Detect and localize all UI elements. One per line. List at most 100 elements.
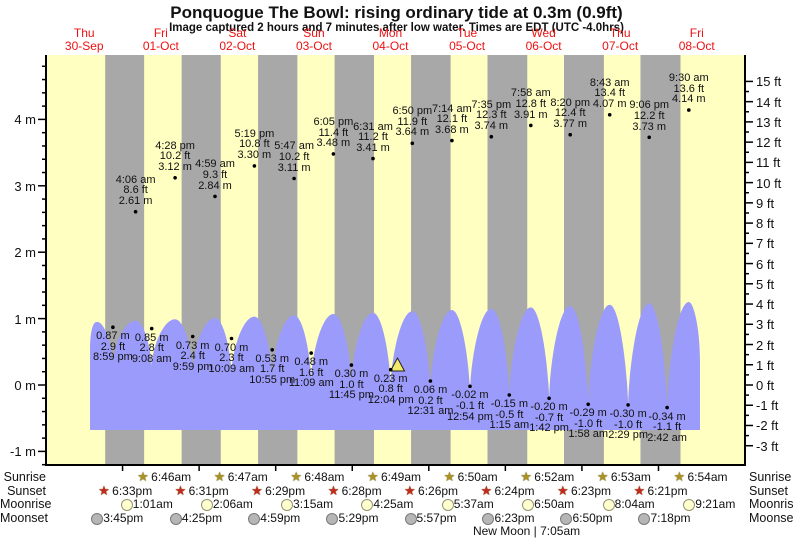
- tide-event-dot: [111, 325, 115, 330]
- sunset-time: 6:33pm: [112, 484, 153, 498]
- tide-event-dot: [213, 194, 217, 199]
- sunrise-star-icon: ★: [596, 469, 609, 484]
- high-tide-m: 2.61 m: [118, 194, 153, 207]
- sunrise-star-icon: ★: [290, 469, 303, 484]
- high-tide-time: 8:43 am: [589, 76, 630, 89]
- sunrise-star-icon: ★: [443, 469, 456, 484]
- high-tide-ft: 11.2 ft: [358, 131, 388, 144]
- sunset-time: 6:29pm: [265, 484, 306, 498]
- low-tide-label: 0.53 m 1.7 ft 10:55 pm: [212, 354, 332, 386]
- tide-event-dot: [309, 351, 314, 355]
- high-tide-label: 4:06 am 8.6 ft 2.61 m: [76, 174, 196, 207]
- y-axis-right-label: 14 ft: [756, 94, 782, 110]
- low-tide-time: 1:42 pm: [529, 422, 569, 435]
- high-tide-time: 4:59 am: [195, 158, 235, 171]
- low-tide-time: 8:59 pm: [93, 351, 133, 364]
- sunset-time: 6:23pm: [571, 484, 612, 498]
- day-name-label: Thu: [609, 26, 631, 40]
- high-tide-m: 3.77 m: [553, 117, 588, 130]
- low-tide-label: -0.02 m -0.1 ft 12:54 pm: [410, 390, 530, 422]
- sunrise-star-icon: ★: [213, 469, 226, 484]
- low-tide-ft: -1.0 ft: [614, 418, 643, 431]
- moonrise-time: 2:06am: [212, 497, 253, 511]
- high-tide-time: 7:58 am: [510, 87, 551, 100]
- high-tide-label: 5:47 am 10.2 ft 3.11 m: [234, 141, 354, 173]
- high-tide-ft: 10.2 ft: [159, 150, 191, 163]
- moonset-circle: [404, 513, 417, 525]
- y-axis-right-label: 4 ft: [756, 297, 775, 313]
- low-tide-ft: 2.9 ft: [100, 340, 126, 353]
- sunset-star-icon: ★: [404, 483, 416, 498]
- tide-event-dot: [507, 393, 512, 397]
- moonset-icon: [169, 512, 182, 530]
- tide-event-dot: [133, 209, 138, 214]
- low-tide-time: 12:04 pm: [367, 393, 414, 406]
- low-tide-time: 10:09 am: [208, 362, 255, 375]
- sunset-time: 6:26pm: [418, 484, 459, 498]
- y-axis-right-label: 11 ft: [756, 155, 781, 171]
- moonrise-circle: [441, 499, 454, 511]
- low-tide-label: 0.87 m 2.9 ft 8:59 pm: [53, 331, 173, 363]
- high-tide-ft: 10.2 ft: [278, 151, 310, 164]
- low-tide-m: -0.02 m: [451, 389, 489, 402]
- moonrise-icon: [281, 498, 294, 516]
- low-tide-ft: 1.7 ft: [259, 363, 285, 376]
- moonrise-row-label-right: Moonrise: [749, 497, 793, 511]
- high-tide-label: 8:20 pm 12.4 ft 3.77 m: [510, 97, 630, 130]
- y-axis-left-label: 0 m: [14, 378, 36, 393]
- sunset-star-icon: ★: [251, 483, 263, 498]
- moonrise-circle: [522, 499, 535, 511]
- low-tide-label: 0.06 m 0.2 ft 12:31 am: [370, 385, 490, 417]
- sunset-time: 6:24pm: [494, 484, 535, 498]
- moonset-time: 5:29pm: [338, 511, 379, 525]
- tide-event-dot: [568, 132, 572, 137]
- tide-event-dot: [229, 336, 234, 341]
- high-tide-label: 4:28 pm 10.2 ft 3.12 m: [115, 141, 235, 173]
- high-tide-m: 3.41 m: [356, 141, 390, 154]
- moonrise-time: 3:15am: [293, 497, 334, 511]
- low-tide-label: -0.34 m -1.1 ft 2:42 am: [607, 411, 727, 444]
- moonset-icon: [91, 512, 104, 530]
- day-name-label: Fri: [153, 26, 168, 40]
- sunrise-time: 6:46am: [151, 470, 192, 484]
- moonset-time: 4:59pm: [260, 511, 301, 525]
- high-tide-ft: 11.4 ft: [318, 126, 349, 139]
- high-tide-ft: 8.6 ft: [123, 184, 148, 197]
- low-tide-label: -0.15 m -0.5 ft 1:15 am: [449, 399, 569, 431]
- high-tide-label: 7:14 am 12.1 ft 3.68 m: [392, 103, 512, 136]
- day-name-label: Mon: [378, 26, 403, 40]
- sunset-star-icon: ★: [557, 483, 569, 498]
- moonrise-circle: [120, 499, 133, 511]
- tide-event-dot: [349, 363, 354, 367]
- tide-event-dot: [292, 176, 296, 181]
- tide-event-dot: [665, 405, 669, 410]
- moonset-row-label-left: Moonset: [0, 511, 48, 525]
- high-tide-m: 3.74 m: [474, 119, 509, 132]
- low-tide-ft: -1.0 ft: [574, 417, 603, 430]
- tide-event-dot: [687, 108, 691, 112]
- moonrise-time: 4:25am: [373, 497, 414, 511]
- day-date-label: 07-Oct: [602, 39, 639, 53]
- sunrise-time: 6:52am: [534, 470, 575, 484]
- y-axis-right-label: 3 ft: [756, 317, 775, 333]
- high-tide-ft: 12.3 ft: [475, 109, 507, 122]
- tide-event-dot: [489, 134, 494, 139]
- tide-event-dot: [190, 334, 195, 339]
- low-tide-label: -0.30 m -1.0 ft 2:29 pm: [568, 409, 688, 441]
- low-tide-ft: 0.2 ft: [418, 394, 443, 407]
- y-axis-right-label: 8 ft: [756, 216, 775, 232]
- y-axis-right-label: -2 ft: [756, 418, 779, 434]
- y-axis-right-label: 12 ft: [756, 135, 782, 151]
- moonset-circle: [638, 513, 651, 525]
- high-tide-ft: 10.8 ft: [239, 138, 270, 151]
- high-tide-label: 5:19 pm 10.8 ft 3.30 m: [194, 129, 314, 161]
- tide-event-dot: [371, 156, 375, 161]
- low-tide-time: 2:29 pm: [608, 429, 648, 442]
- high-tide-ft: 12.1 ft: [436, 113, 468, 126]
- moonrise-circle: [281, 499, 294, 511]
- low-tide-ft: 2.8 ft: [139, 342, 164, 355]
- high-tide-ft: 12.8 ft: [515, 97, 547, 110]
- low-tide-ft: 0.8 ft: [378, 383, 403, 396]
- high-tide-time: 6:05 pm: [313, 115, 354, 128]
